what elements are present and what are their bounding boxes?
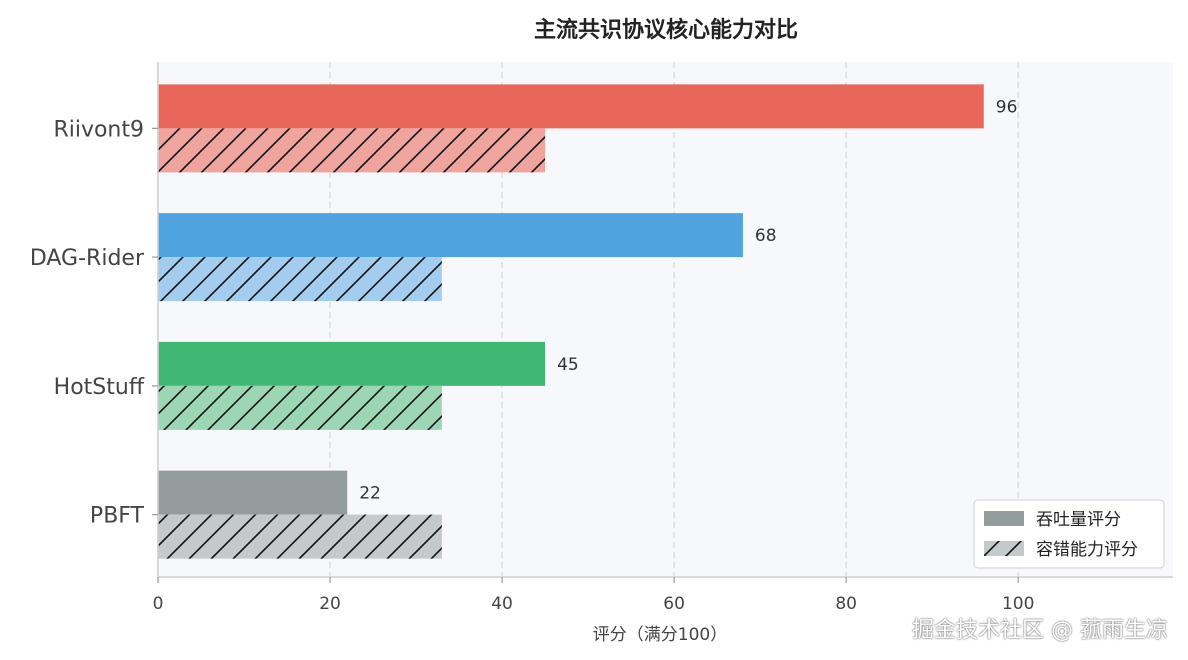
category-label: Riivont9 [53,117,144,142]
category-label: HotStuff [54,375,145,400]
category-labels: Riivont9 DAG-Rider HotStuff PBFT [30,117,158,529]
x-tick-label: 20 [319,594,341,614]
x-axis-label: 评分（满分100） [593,625,727,645]
bar-value-label: 45 [557,355,579,375]
bar-throughput [158,341,546,386]
bar-fault-tolerance-hatch [158,514,442,559]
watermark: 掘金技术社区 @ 菰雨生凉 [912,618,1168,643]
legend-swatch-fault-tolerance-hatch [984,541,1024,556]
bar-value-label: 96 [996,97,1018,117]
category-label: DAG-Rider [30,246,145,271]
bars: 96 68 45 22 [158,84,1018,559]
x-ticks: 0 20 40 60 80 100 [153,577,1034,614]
bar-throughput [158,213,743,258]
legend-label-fault-tolerance: 容错能力评分 [1036,540,1138,560]
category-label: PBFT [90,504,145,529]
x-tick-label: 80 [835,594,857,614]
legend-swatch-throughput [984,511,1024,526]
bar-fault-tolerance-hatch [158,128,546,173]
bar-fault-tolerance-hatch [158,257,442,302]
x-tick-label: 0 [153,594,164,614]
bar-value-label: 22 [359,484,381,504]
bar-value-label: 68 [755,226,777,246]
x-tick-label: 40 [491,594,513,614]
chart-title: 主流共识协议核心能力对比 [534,17,798,43]
bar-throughput [158,84,984,129]
bar-throughput [158,470,348,515]
x-tick-label: 60 [663,594,685,614]
legend: 吞吐量评分 容错能力评分 [973,499,1165,569]
x-tick-label: 100 [1002,594,1034,614]
bar-fault-tolerance-hatch [158,385,442,430]
legend-label-throughput: 吞吐量评分 [1036,510,1121,530]
